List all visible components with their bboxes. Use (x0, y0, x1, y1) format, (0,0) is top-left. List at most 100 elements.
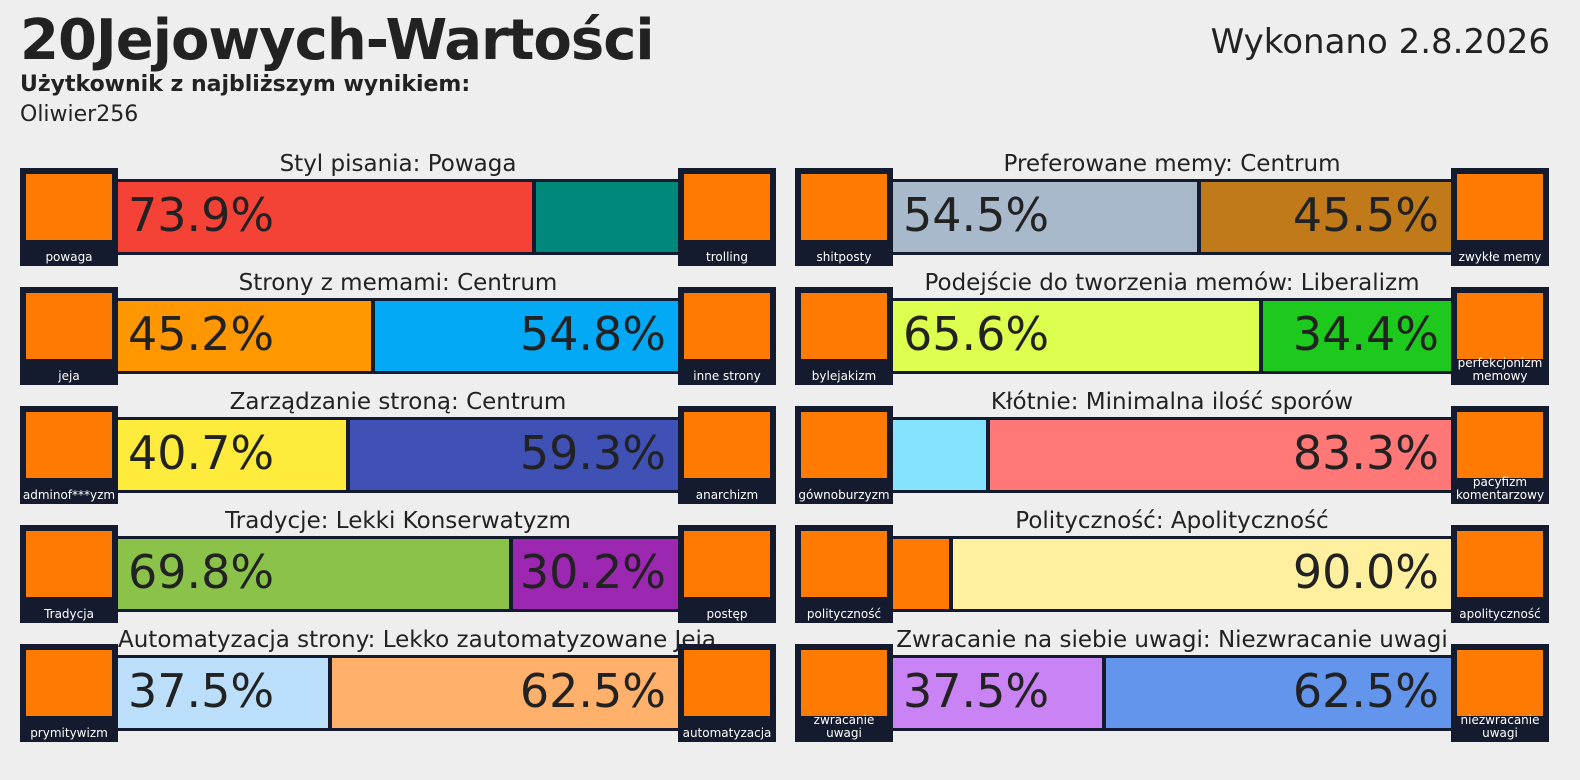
icon-label: postęp (706, 607, 748, 621)
axis-title: Styl pisania: Powaga (279, 151, 517, 177)
icon: gównoburzyzm (795, 406, 893, 504)
icon-label: perfekcjonizm memowy (1457, 356, 1543, 383)
value-label: 59.3% (519, 426, 666, 480)
value-label: 37.5% (128, 664, 275, 718)
bar-segment: 37.5% (118, 658, 328, 728)
match-label: Użytkownik z najbliższym wynikiem: (20, 72, 471, 97)
axis-title: Kłótnie: Minimalna ilość sporów (990, 389, 1354, 415)
icon-label: anarchizm (695, 488, 759, 502)
value-label: 69.8% (128, 545, 275, 599)
bar-segment: 40.7% (118, 420, 346, 490)
bar-segment: 65.6% (893, 301, 1260, 371)
icon-label: polityczność (806, 607, 882, 621)
icon: bylejakizm (795, 287, 893, 385)
bar-segment: 83.3% (986, 420, 1451, 490)
icon-art (1457, 174, 1543, 240)
icon: anarchizm (678, 406, 776, 504)
value-label: 37.5% (903, 664, 1050, 718)
bar-segment: 30.2% (508, 539, 678, 609)
icon: shitposty (795, 168, 893, 266)
icon-art (801, 531, 887, 597)
bar-segment (893, 539, 949, 609)
icon-label: trolling (706, 250, 748, 264)
axis-title: Podejście do tworzenia memów: Liberalizm (924, 270, 1420, 296)
bar: 37.5% 62.5% (118, 655, 678, 731)
icon-art (26, 531, 112, 597)
icon: adminof***yzm (20, 406, 118, 504)
bar-segment: 45.2% (118, 301, 372, 371)
bar: 45.2% 54.8% (118, 298, 678, 374)
bar-segment (893, 420, 987, 490)
icon-art (1457, 293, 1543, 359)
icon-label: gównoburzyzm (798, 488, 890, 502)
icon-label: jeja (58, 369, 80, 383)
axis-title: Zwracanie na siebie uwagi: Niezwracanie … (896, 627, 1448, 653)
bar: 69.8% 30.2% (118, 536, 678, 612)
icon-art (684, 412, 770, 478)
match-user: Oliwier256 (20, 102, 139, 127)
axis-title: Polityczność: Apolityczność (1015, 508, 1329, 534)
bar-segment: 45.5% (1197, 182, 1451, 252)
icon-art (684, 174, 770, 240)
icon: pacyfizm komentarzowy (1451, 406, 1549, 504)
icon-label: powaga (45, 250, 93, 264)
axis-title: Automatyzacja strony: Lekko zautomatyzow… (118, 627, 716, 653)
title: 20Jejowych-Wartości (20, 8, 655, 73)
value-label: 62.5% (1292, 664, 1439, 718)
bar: 37.5% 62.5% (893, 655, 1451, 731)
icon-art (684, 531, 770, 597)
axis-title: Tradycje: Lekki Konserwatyzm (225, 508, 571, 534)
bar-segment: 62.5% (1102, 658, 1451, 728)
icon: inne strony (678, 287, 776, 385)
icon-label: shitposty (816, 250, 872, 264)
value-label: 73.9% (128, 188, 275, 242)
axis-title: Zarządzanie stroną: Centrum (229, 389, 567, 415)
bar-segment: 37.5% (893, 658, 1103, 728)
icon-art (684, 650, 770, 716)
icon: polityczność (795, 525, 893, 623)
icon-art (801, 293, 887, 359)
bar: 73.9% (118, 179, 678, 255)
bar: 54.5% 45.5% (893, 179, 1451, 255)
icon-label: automatyzacja (682, 726, 772, 740)
value-label: 65.6% (903, 307, 1050, 361)
icon-art (26, 650, 112, 716)
icon-art (684, 293, 770, 359)
icon: trolling (678, 168, 776, 266)
axis-title: Preferowane memy: Centrum (1003, 151, 1341, 177)
value-label: 45.2% (128, 307, 275, 361)
icon-art (26, 412, 112, 478)
icon-label: Tradycja (44, 607, 94, 621)
icon-art (1457, 531, 1543, 597)
bar-segment: 54.8% (371, 301, 678, 371)
bar: 65.6% 34.4% (893, 298, 1451, 374)
icon-label: zwykłe memy (1458, 250, 1542, 264)
bar: 83.3% (893, 417, 1451, 493)
icon-label: pacyfizm komentarzowy (1455, 475, 1545, 502)
bar-segment: 62.5% (328, 658, 678, 728)
icon: powaga (20, 168, 118, 266)
value-label: 54.8% (519, 307, 666, 361)
bar-segment: 54.5% (893, 182, 1198, 252)
icon-label: adminof***yzm (22, 488, 116, 502)
value-label: 62.5% (519, 664, 666, 718)
value-label: 90.0% (1292, 545, 1439, 599)
icon: niezwracanie uwagi (1451, 644, 1549, 742)
date: Wykonano 2.8.2026 (1210, 22, 1550, 62)
icon-label: inne strony (693, 369, 761, 383)
value-label: 34.4% (1292, 307, 1439, 361)
bar: 40.7% 59.3% (118, 417, 678, 493)
icon-art (26, 174, 112, 240)
icon: automatyzacja (678, 644, 776, 742)
icon-art (801, 650, 887, 716)
icon-label: prymitywizm (30, 726, 108, 740)
value-label: 54.5% (903, 188, 1050, 242)
icon: Tradycja (20, 525, 118, 623)
bar-segment (531, 182, 678, 252)
icon-label: niezwracanie uwagi (1460, 713, 1540, 740)
icon-art (1457, 650, 1543, 716)
bar-segment: 34.4% (1259, 301, 1451, 371)
icon-art (1457, 412, 1543, 478)
icon: zwykłe memy (1451, 168, 1549, 266)
